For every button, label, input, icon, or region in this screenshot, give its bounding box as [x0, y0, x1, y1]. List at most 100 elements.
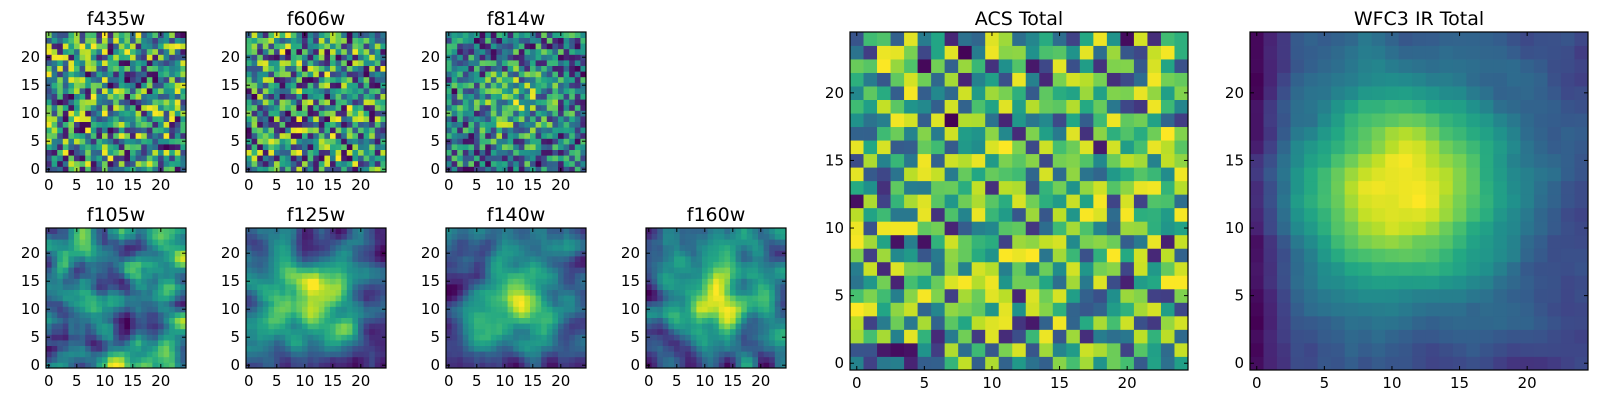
heatmap-cell	[507, 323, 514, 330]
heatmap-cell	[68, 250, 75, 257]
heatmap-cell	[563, 295, 570, 302]
heatmap-cell	[668, 306, 675, 313]
heatmap-cell	[135, 65, 142, 72]
heatmap-cell	[763, 306, 770, 313]
heatmap-cell	[107, 76, 114, 83]
heatmap-cell	[651, 323, 658, 330]
heatmap-cell	[146, 289, 153, 296]
heatmap-cell	[262, 233, 269, 240]
heatmap-cell	[290, 228, 297, 234]
heatmap-cell	[518, 250, 525, 257]
heatmap-cell	[451, 228, 458, 234]
heatmap-cell	[302, 160, 308, 167]
heatmap-cell	[62, 138, 69, 145]
heatmap-cell	[890, 288, 905, 303]
heatmap-cell	[769, 233, 776, 240]
heatmap-cell	[917, 207, 932, 222]
heatmap-cell	[363, 32, 370, 38]
heatmap-cell	[690, 334, 697, 341]
heatmap-cell	[152, 110, 159, 117]
heatmap-cell	[68, 284, 75, 290]
heatmap-cell	[741, 345, 748, 352]
heatmap-cell	[318, 60, 325, 66]
heatmap-cell	[496, 144, 503, 150]
heatmap-cell	[552, 317, 559, 324]
heatmap-cell	[290, 43, 297, 50]
heatmap-cell	[374, 76, 381, 83]
heatmap-cell	[735, 351, 742, 358]
heatmap-cell	[163, 132, 170, 139]
heatmap-cell	[1052, 275, 1067, 290]
heatmap-cell	[1106, 275, 1121, 290]
heatmap-cell	[79, 256, 86, 262]
heatmap-cell	[363, 155, 370, 162]
heatmap-cell	[530, 278, 536, 285]
heatmap-cell	[296, 267, 303, 274]
heatmap-cell	[158, 48, 164, 55]
heatmap-cell	[374, 334, 381, 341]
heatmap-cell	[369, 278, 376, 285]
heatmap-cell	[1120, 302, 1135, 317]
heatmap-cell	[707, 351, 714, 358]
heatmap-cell	[1160, 207, 1175, 222]
heatmap-cell	[296, 54, 303, 61]
heatmap-cell	[113, 65, 120, 72]
heatmap-cell	[257, 362, 264, 369]
heatmap-cell	[290, 351, 297, 358]
heatmap-cell	[169, 32, 176, 38]
heatmap-cell	[251, 60, 258, 66]
heatmap-cell	[724, 256, 731, 262]
heatmap-cell	[763, 356, 770, 363]
x-tick-label: 0	[644, 372, 654, 390]
heatmap-cell	[446, 233, 452, 240]
heatmap-cell	[702, 272, 708, 279]
heatmap-cell	[85, 88, 92, 94]
heatmap-cell	[541, 356, 548, 363]
heatmap-cell	[96, 362, 103, 369]
heatmap-cell	[530, 256, 536, 262]
heatmap-cell	[563, 110, 570, 117]
heatmap-cell	[474, 306, 480, 313]
heatmap-cell	[724, 239, 731, 246]
heatmap-cell	[107, 233, 114, 240]
heatmap-cell	[580, 160, 587, 167]
heatmap-cell	[513, 284, 520, 290]
heatmap-cell	[102, 295, 108, 302]
heatmap-cell	[113, 284, 120, 290]
heatmap-cell	[107, 149, 114, 156]
heatmap-cell	[62, 272, 69, 279]
heatmap-cell	[346, 60, 353, 66]
heatmap-cell	[318, 54, 325, 61]
heatmap-cell	[135, 312, 142, 318]
heatmap-cell	[904, 180, 918, 195]
heatmap-cell	[146, 104, 153, 111]
heatmap-cell	[302, 138, 308, 145]
heatmap-cell	[502, 155, 508, 162]
heatmap-cell	[485, 60, 492, 66]
heatmap-cell	[363, 88, 370, 94]
heatmap-cell	[917, 221, 932, 236]
heatmap-cell	[758, 284, 764, 290]
heatmap-cell	[107, 32, 114, 38]
heatmap-cell	[1093, 167, 1108, 182]
heatmap-cell	[268, 138, 275, 145]
heatmap-cell	[474, 144, 480, 150]
heatmap-cell	[1120, 167, 1135, 182]
heatmap-cell	[262, 155, 269, 162]
heatmap-cell	[330, 356, 336, 363]
heatmap-cell	[279, 32, 286, 38]
heatmap-cell	[246, 149, 252, 156]
heatmap-cell	[741, 233, 748, 240]
heatmap-cell	[174, 272, 181, 279]
heatmap-cell	[944, 221, 959, 236]
heatmap-cell	[546, 306, 553, 313]
heatmap-cell	[496, 306, 503, 313]
heatmap-cell	[774, 328, 781, 335]
heatmap-cell	[363, 43, 370, 50]
heatmap-cell	[513, 256, 520, 262]
heatmap-cell	[985, 275, 1000, 290]
heatmap-cell	[535, 244, 542, 251]
heatmap-cell	[79, 228, 86, 234]
heatmap-cell	[707, 356, 714, 363]
heatmap-cell	[546, 54, 553, 61]
